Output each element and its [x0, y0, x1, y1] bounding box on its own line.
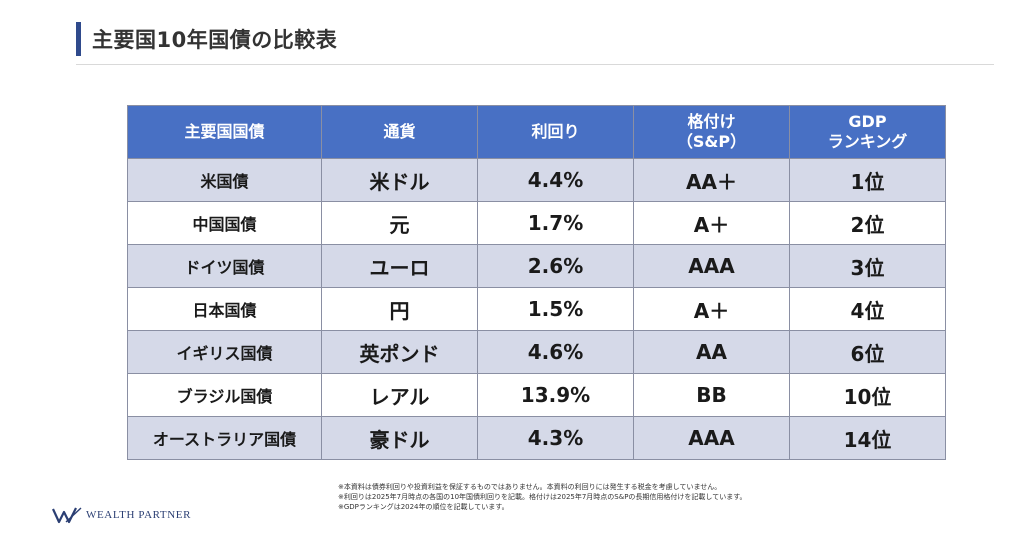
- cell-currency: 円: [321, 287, 478, 331]
- cell-gdp-rank: 2位: [789, 201, 946, 245]
- cell-currency: 元: [321, 201, 478, 245]
- cell-yield: 1.5%: [477, 287, 634, 331]
- header-yield: 利回り: [477, 105, 634, 159]
- cell-bond: 米国債: [127, 158, 322, 202]
- table-row: 米国債 米ドル 4.4% AA＋ 1位: [127, 158, 946, 202]
- cell-bond: オーストラリア国債: [127, 416, 322, 460]
- cell-gdp-rank: 10位: [789, 373, 946, 417]
- table-row: 日本国債 円 1.5% A＋ 4位: [127, 287, 946, 331]
- cell-gdp-rank: 1位: [789, 158, 946, 202]
- title-divider: [76, 64, 994, 65]
- brand-name: WEALTH PARTNER: [86, 509, 192, 521]
- cell-yield: 1.7%: [477, 201, 634, 245]
- title-accent-bar: [76, 22, 81, 56]
- cell-yield: 4.3%: [477, 416, 634, 460]
- cell-rating: BB: [633, 373, 790, 417]
- brand-logo: WEALTH PARTNER: [52, 504, 191, 526]
- footnote: ※GDPランキングは2024年の順位を記載しています。: [338, 503, 509, 511]
- cell-gdp-rank: 6位: [789, 330, 946, 374]
- table-row: 中国国債 元 1.7% A＋ 2位: [127, 201, 946, 245]
- table-row: ドイツ国債 ユーロ 2.6% AAA 3位: [127, 244, 946, 288]
- header-currency: 通貨: [321, 105, 478, 159]
- table-row: イギリス国債 英ポンド 4.6% AA 6位: [127, 330, 946, 374]
- cell-currency: 英ポンド: [321, 330, 478, 374]
- footnote: ※本資料は債券利回りや投資利益を保証するものではありません。本資料の利回りには発…: [338, 483, 722, 491]
- cell-currency: 豪ドル: [321, 416, 478, 460]
- cell-yield: 4.6%: [477, 330, 634, 374]
- cell-bond: 日本国債: [127, 287, 322, 331]
- table-header-row: 主要国国債 通貨 利回り 格付け （S&P） GDP ランキング: [127, 105, 946, 159]
- cell-bond: 中国国債: [127, 201, 322, 245]
- cell-rating: AAA: [633, 416, 790, 460]
- header-bond: 主要国国債: [127, 105, 322, 159]
- cell-rating: AA: [633, 330, 790, 374]
- cell-currency: レアル: [321, 373, 478, 417]
- table-row: ブラジル国債 レアル 13.9% BB 10位: [127, 373, 946, 417]
- bond-comparison-table: 主要国国債 通貨 利回り 格付け （S&P） GDP ランキング 米国債 米ドル…: [127, 105, 946, 460]
- cell-rating: AAA: [633, 244, 790, 288]
- cell-gdp-rank: 3位: [789, 244, 946, 288]
- cell-gdp-rank: 14位: [789, 416, 946, 460]
- cell-bond: イギリス国債: [127, 330, 322, 374]
- footnotes: ※本資料は債券利回りや投資利益を保証するものではありません。本資料の利回りには発…: [338, 482, 747, 512]
- cell-yield: 2.6%: [477, 244, 634, 288]
- cell-yield: 4.4%: [477, 158, 634, 202]
- cell-yield: 13.9%: [477, 373, 634, 417]
- cell-rating: A＋: [633, 287, 790, 331]
- cell-currency: ユーロ: [321, 244, 478, 288]
- header-gdp-rank: GDP ランキング: [789, 105, 946, 159]
- footnote: ※利回りは2025年7月時点の各国の10年国債利回りを記載。格付けは2025年7…: [338, 493, 747, 501]
- cell-gdp-rank: 4位: [789, 287, 946, 331]
- cell-currency: 米ドル: [321, 158, 478, 202]
- cell-bond: ドイツ国債: [127, 244, 322, 288]
- cell-rating: AA＋: [633, 158, 790, 202]
- wp-logo-icon: [52, 507, 82, 524]
- cell-bond: ブラジル国債: [127, 373, 322, 417]
- cell-rating: A＋: [633, 201, 790, 245]
- header-rating: 格付け （S&P）: [633, 105, 790, 159]
- page-title: 主要国10年国債の比較表: [92, 28, 338, 52]
- table-row: オーストラリア国債 豪ドル 4.3% AAA 14位: [127, 416, 946, 460]
